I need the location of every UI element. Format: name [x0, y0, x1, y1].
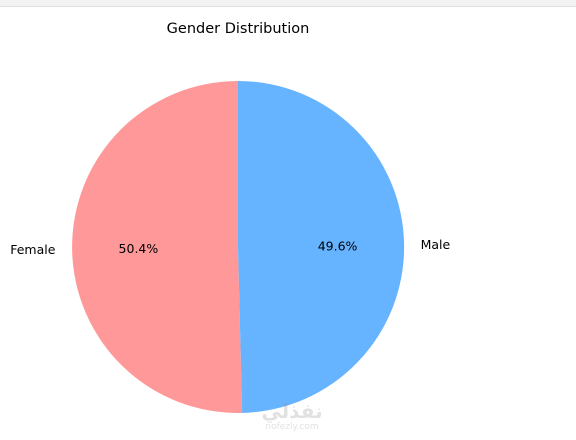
- slice-percent-label: 49.6%: [318, 238, 358, 253]
- pie-slices: [72, 80, 405, 413]
- watermark-logo: نفذلي nofezly.com: [252, 400, 332, 440]
- slice-category-label: Female: [10, 242, 56, 257]
- pie-slice-male: [238, 80, 405, 413]
- slice-percent-label: 50.4%: [119, 241, 159, 256]
- top-strip: [0, 0, 576, 7]
- watermark-text: نفذلي: [261, 399, 323, 423]
- watermark-subtext: nofezly.com: [265, 422, 319, 432]
- slice-category-label: Male: [421, 237, 451, 252]
- chart-title: Gender Distribution: [167, 21, 310, 37]
- pie-slice-female: [72, 81, 243, 413]
- pie-labels: 50.4% Female 49.6% Male: [10, 237, 450, 257]
